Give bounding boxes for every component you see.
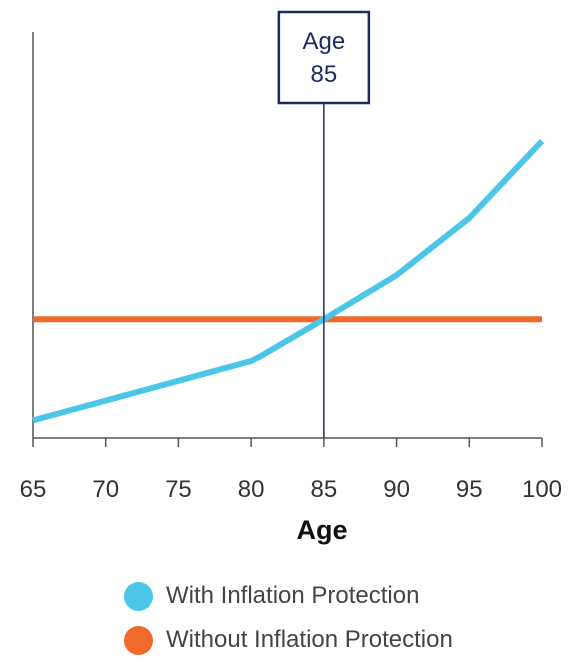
x-tick-label: 85 bbox=[311, 476, 338, 503]
legend: With Inflation Protection Without Inflat… bbox=[124, 574, 453, 662]
age-marker-box bbox=[277, 10, 371, 105]
x-axis-title: Age bbox=[296, 515, 347, 545]
x-tick-label: 70 bbox=[92, 476, 119, 503]
series-layer bbox=[32, 138, 545, 424]
x-tick-label: 75 bbox=[165, 476, 192, 503]
axes: 65 70 75 80 85 90 95 100 bbox=[20, 32, 562, 503]
legend-label-with-inflation: With Inflation Protection bbox=[166, 582, 420, 609]
x-tick-label: 65 bbox=[20, 476, 47, 503]
x-tick-label: 80 bbox=[238, 476, 265, 503]
annotation-layer: Age 85 bbox=[277, 10, 371, 438]
legend-label-without-inflation: Without Inflation Protection bbox=[166, 626, 453, 653]
legend-item-with-inflation: With Inflation Protection bbox=[124, 574, 453, 618]
legend-item-without-inflation: Without Inflation Protection bbox=[124, 618, 453, 662]
x-tick-label: 100 bbox=[522, 476, 562, 503]
legend-marker-without-inflation bbox=[124, 625, 153, 655]
series-line-with-inflation bbox=[32, 138, 545, 424]
x-tick-label: 95 bbox=[456, 476, 483, 503]
x-tick-label: 90 bbox=[383, 476, 410, 503]
legend-marker-with-inflation bbox=[124, 581, 153, 611]
age-marker-label: Age bbox=[303, 28, 346, 55]
age-marker-value: 85 bbox=[311, 61, 338, 88]
